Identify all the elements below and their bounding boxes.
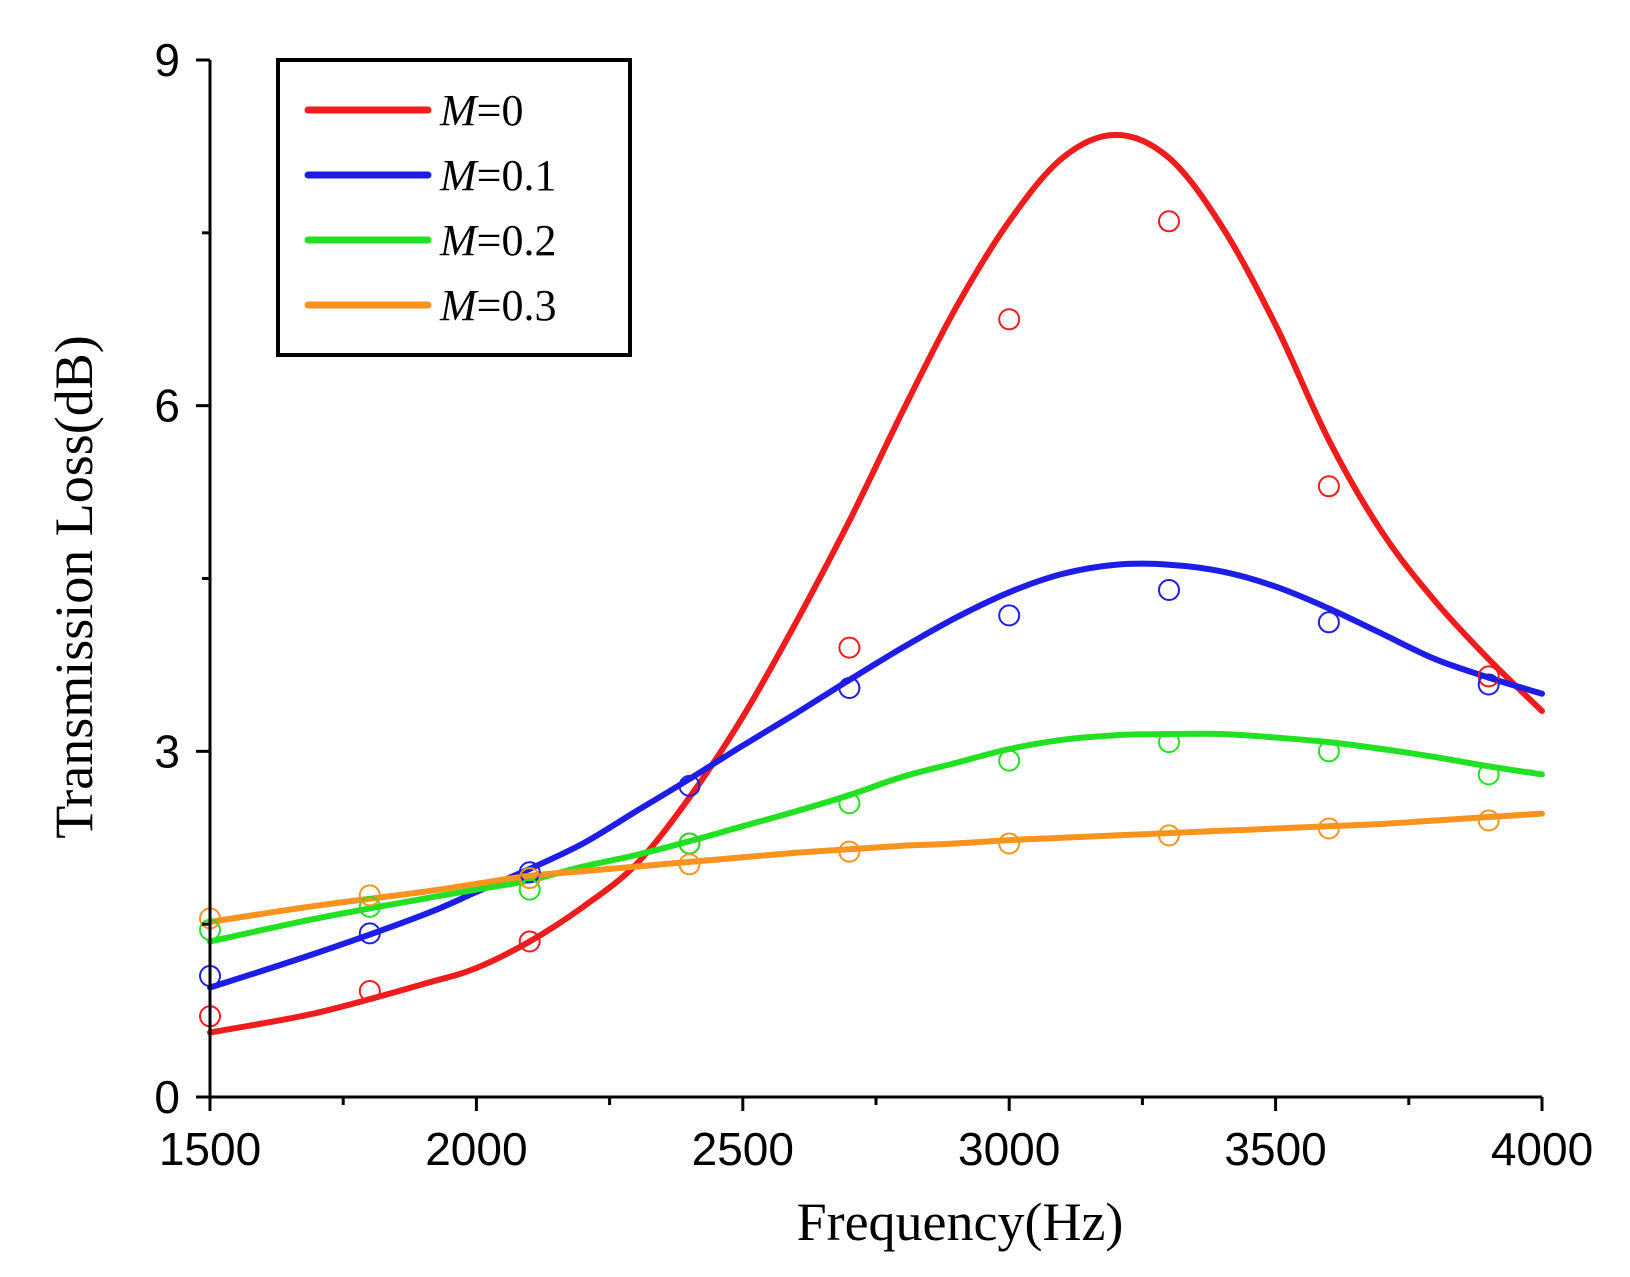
marker-m-0-2-3900 [1477, 763, 1500, 786]
legend: M=0 M=0.1 M=0.2 M=0.3 [276, 58, 632, 357]
legend-label-m-0: M=0 [439, 86, 523, 135]
curve-m-0-3 [207, 810, 1545, 925]
marker-m-0-1800 [358, 980, 381, 1002]
marker-m-0-1-1800 [358, 922, 381, 945]
marker-m-0-3900 [1477, 665, 1500, 688]
marker-m-0-2-1800 [358, 895, 381, 918]
marker-m-0-2-2100 [518, 878, 541, 901]
marker-m-0-3-3000 [998, 832, 1021, 855]
curve-m-0 [207, 131, 1545, 1036]
curve-m-0-2 [207, 730, 1545, 945]
marker-m-0-3-2100 [518, 867, 541, 890]
y-tick-label-0: 0 [154, 1071, 180, 1123]
marker-m-0-3600 [1317, 475, 1340, 498]
series-curves [207, 131, 1545, 1036]
marker-m-0-3-3300 [1158, 824, 1180, 847]
marker-m-0-2-3600 [1317, 740, 1340, 763]
marker-m-0-1-2400 [678, 774, 701, 797]
x-tick-label-1500: 1500 [159, 1123, 261, 1175]
x-tick-label-2500: 2500 [692, 1123, 794, 1175]
marker-m-0-3-3600 [1317, 817, 1340, 840]
marker-m-0-1-2700 [838, 677, 861, 699]
marker-m-0-1-3900 [1477, 673, 1500, 696]
marker-m-0-3-2400 [678, 853, 701, 876]
marker-m-0-3-3900 [1477, 809, 1500, 832]
axis-ticks [196, 58, 1544, 1111]
y-axis-title: Transmission Loss(dB) [44, 335, 104, 839]
x-tick-label-3500: 3500 [1224, 1123, 1326, 1175]
x-tick-label-3000: 3000 [958, 1123, 1060, 1175]
marker-m-0-1-3600 [1317, 611, 1340, 634]
marker-m-0-3300 [1158, 210, 1180, 233]
legend-label-m-0-1: M=0.1 [439, 151, 556, 200]
x-tick-label-4000: 4000 [1491, 1123, 1593, 1175]
marker-m-0-2-3300 [1158, 731, 1180, 754]
marker-m-0-1-3300 [1158, 579, 1180, 601]
legend-label-m-0-2: M=0.2 [439, 216, 556, 265]
marker-m-0-1-3000 [998, 604, 1021, 627]
curve-m-0-1 [207, 560, 1545, 991]
marker-m-0-3000 [998, 308, 1021, 331]
x-axis-title: Frequency(Hz) [797, 1192, 1124, 1252]
marker-m-0-2100 [518, 930, 541, 953]
axis-tick-labels: 1500 2000 2500 3000 3500 4000 0 3 6 9 [154, 34, 1593, 1175]
marker-m-0-3-2700 [838, 840, 861, 863]
marker-m-0-2-2700 [838, 792, 861, 815]
y-tick-label-9: 9 [154, 34, 180, 86]
marker-m-0-1-2100 [518, 861, 541, 884]
legend-label-m-0-3: M=0.3 [439, 281, 556, 330]
y-tick-label-6: 6 [154, 380, 180, 432]
marker-m-0-3-1800 [358, 884, 381, 907]
y-tick-label-3: 3 [154, 725, 180, 777]
marker-m-0-2700 [838, 636, 861, 659]
x-tick-label-2000: 2000 [425, 1123, 527, 1175]
marker-m-0-2-3000 [998, 749, 1021, 772]
